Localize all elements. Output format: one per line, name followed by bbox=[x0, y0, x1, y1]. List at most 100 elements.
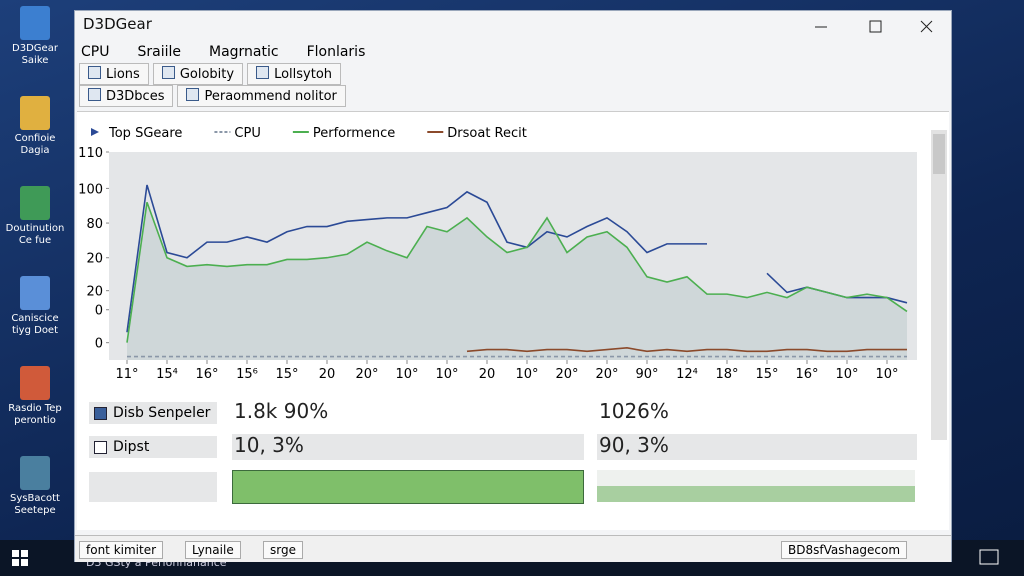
legend-label: Drsoat Recit bbox=[447, 126, 527, 141]
status-item[interactable]: BD8sfVashagecom bbox=[781, 541, 908, 559]
window-controls bbox=[815, 20, 933, 33]
scrollbar-thumb bbox=[933, 134, 945, 174]
stat-name: Disb Senpeler bbox=[89, 402, 217, 424]
x-tick-label: 20° bbox=[555, 367, 578, 382]
y-tick-label: 20 bbox=[86, 252, 103, 267]
sparkline-box bbox=[597, 470, 915, 502]
stat-value: 10, 3% bbox=[232, 434, 584, 460]
toolbar: Lions Golobity Lollsytoh bbox=[79, 63, 345, 85]
chart: 110 100 80 20 20 0 0 11° 15⁴ 16° 15⁶ 15° 20 20° 10° 10°… bbox=[78, 126, 947, 440]
toolbar-button[interactable]: Lions bbox=[79, 63, 149, 85]
window-title: D3DGear bbox=[83, 15, 152, 33]
desktop-icon[interactable]: Rasdio Tep perontio bbox=[4, 366, 66, 427]
toolbar-button[interactable]: Golobity bbox=[152, 63, 244, 85]
taskbar-icons bbox=[12, 549, 999, 566]
menu-item[interactable]: Magrnatic bbox=[208, 44, 279, 60]
y-tick-label: 80 bbox=[86, 217, 103, 232]
icon-image bbox=[20, 276, 50, 310]
desktop-icon[interactable]: D3DGear Saike bbox=[4, 6, 66, 67]
y-tick-label: 0 bbox=[95, 304, 103, 319]
close-button[interactable] bbox=[920, 20, 933, 33]
icon-label: Caniscice bbox=[11, 313, 59, 324]
x-tick-label: 10° bbox=[435, 367, 458, 382]
y-tick-label: 0 bbox=[95, 337, 103, 352]
icon-label: tiyg Doet bbox=[11, 325, 59, 336]
stat-value: 1026% bbox=[599, 399, 669, 423]
x-tick-label: 11° bbox=[115, 367, 138, 382]
desktop-icon[interactable]: SysBacott Seetepe bbox=[4, 456, 66, 517]
stat-icon bbox=[94, 407, 107, 420]
legend-symbol bbox=[91, 128, 99, 136]
x-tick-label: 10° bbox=[395, 367, 418, 382]
icon-image bbox=[20, 186, 50, 220]
toolbar: D3Dbces Peraommend nolitor bbox=[79, 85, 350, 107]
icon-image bbox=[20, 6, 50, 40]
x-tick-label: 10° bbox=[515, 367, 538, 382]
menu-item[interactable]: Sraiile bbox=[137, 44, 181, 60]
legend-label: CPU bbox=[234, 126, 260, 141]
stat-value: 90, 3% bbox=[597, 434, 917, 460]
button-icon bbox=[161, 66, 175, 79]
x-tick-label: 10° bbox=[835, 367, 858, 382]
notification-icon[interactable] bbox=[979, 549, 999, 565]
x-tick-label: 90° bbox=[635, 367, 658, 382]
stat-value: 1.8k 90% bbox=[234, 399, 329, 423]
x-tick-label: 20° bbox=[355, 367, 378, 382]
x-tick-label: 15° bbox=[275, 367, 298, 382]
icon-label: SysBacott bbox=[10, 493, 60, 504]
y-tick-label: 20 bbox=[86, 285, 103, 300]
icon-image bbox=[20, 366, 50, 400]
button-label: Lollsytoh bbox=[274, 67, 333, 82]
x-tick-label: 20 bbox=[479, 367, 496, 382]
desktop-icon[interactable]: Confioie Dagia bbox=[4, 96, 66, 157]
button-icon bbox=[256, 66, 270, 79]
desktop-icon[interactable]: Doutinution Ce fue bbox=[4, 186, 66, 247]
x-tick-label: 15⁶ bbox=[236, 367, 258, 382]
app-window: D3DGear CPU Sraiile Magrnatic Flonlaris Lio… bbox=[74, 10, 952, 562]
stat-icon bbox=[94, 441, 107, 454]
button-label: D3Dbces bbox=[106, 89, 165, 104]
y-tick-label: 110 bbox=[78, 146, 103, 161]
icon-label: Ce fue bbox=[18, 235, 52, 246]
x-tick-label: 20 bbox=[319, 367, 336, 382]
icon-label: Dagia bbox=[20, 145, 50, 156]
x-tick-label: 20° bbox=[595, 367, 618, 382]
desktop-icon[interactable]: Caniscice tiyg Doet bbox=[4, 276, 66, 337]
content-panel: 110 100 80 20 20 0 0 11° 15⁴ 16° 15⁶ 15° 20 20° 10° 10°… bbox=[77, 111, 949, 530]
status-item[interactable]: srge bbox=[263, 541, 303, 559]
stat-label: Disb Senpeler bbox=[113, 405, 211, 421]
legend-label: Performence bbox=[313, 126, 395, 141]
menu-bar: CPU Sraiile Magrnatic Flonlaris bbox=[81, 41, 393, 60]
icon-image bbox=[20, 456, 50, 490]
status-item[interactable]: Lynaile bbox=[185, 541, 241, 559]
series-line bbox=[126, 201, 908, 343]
icon-label: Seetepe bbox=[14, 505, 56, 516]
button-label: Golobity bbox=[179, 67, 235, 82]
x-tick-label: 18° bbox=[715, 367, 738, 382]
x-tick-label: 15° bbox=[755, 367, 778, 382]
menu-item[interactable]: Flonlaris bbox=[306, 44, 366, 60]
button-icon bbox=[88, 66, 101, 79]
icon-label: perontio bbox=[14, 415, 56, 426]
legend-label: Top SGeare bbox=[108, 126, 182, 141]
maximize-button[interactable] bbox=[869, 20, 882, 33]
status-item[interactable]: font kimiter bbox=[79, 541, 164, 559]
toolbar-button[interactable]: Lollsytoh bbox=[247, 63, 342, 85]
icon-label: Saike bbox=[21, 55, 49, 66]
x-tick-label: 12⁴ bbox=[676, 367, 698, 382]
series-line bbox=[466, 347, 907, 353]
start-icon[interactable] bbox=[12, 550, 19, 557]
x-tick-label: 16° bbox=[795, 367, 818, 382]
button-label: Peraommend nolitor bbox=[204, 89, 337, 104]
status-bar: font kimiter Lynaile srge BD8sfVashagecom bbox=[75, 535, 951, 562]
scrollbar bbox=[931, 130, 947, 440]
menu-item[interactable]: CPU bbox=[81, 44, 110, 60]
toolbar-button[interactable]: Peraommend nolitor bbox=[177, 85, 346, 107]
stat-name: Dipst bbox=[89, 436, 217, 458]
button-icon bbox=[88, 88, 101, 101]
icon-label: Rasdio Tep bbox=[8, 403, 62, 414]
sparkline-box bbox=[232, 470, 584, 504]
toolbar-button[interactable]: D3Dbces bbox=[79, 85, 174, 107]
button-icon bbox=[186, 88, 200, 101]
